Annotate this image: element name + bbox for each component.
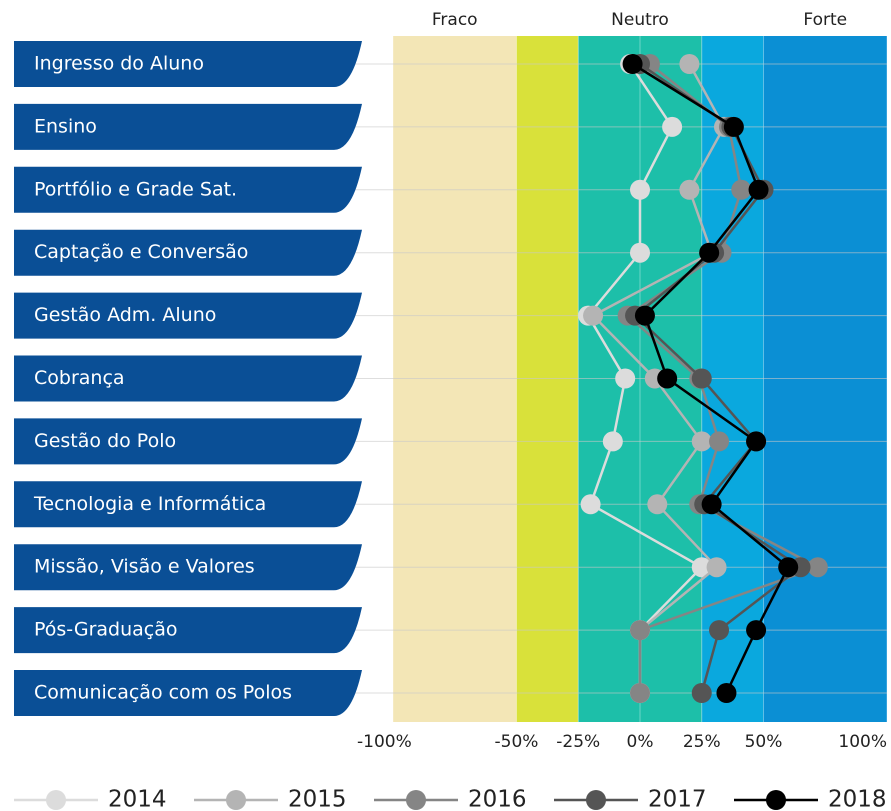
dot: [723, 116, 744, 137]
legend-dot: [46, 790, 66, 810]
category-tab: [14, 670, 362, 716]
legend-dot: [766, 790, 786, 810]
dot: [662, 116, 683, 137]
category-label: Ingresso do Aluno: [34, 53, 204, 75]
legend-label: 2014: [108, 787, 167, 811]
dot: [807, 557, 828, 578]
dot: [778, 557, 799, 578]
dot: [746, 431, 767, 452]
dot: [716, 683, 737, 703]
dot: [709, 431, 730, 452]
dot: [580, 494, 601, 515]
dot: [699, 242, 720, 263]
category-label: Cobrança: [34, 367, 125, 389]
category-tab: [14, 607, 362, 654]
x-tick-label: -25%: [556, 732, 600, 752]
category-tab: [14, 355, 362, 402]
legend-label: 2016: [468, 787, 527, 811]
x-tick-label: 25%: [683, 732, 721, 752]
category-tab: [14, 292, 362, 339]
dot: [583, 305, 604, 326]
category-label: Tecnologia e Informática: [33, 493, 266, 515]
dot: [701, 494, 722, 515]
dot: [630, 242, 650, 263]
category-label: Portfólio e Grade Sat.: [34, 178, 237, 200]
category-tab: [14, 103, 362, 150]
legend-label: 2017: [648, 787, 707, 811]
category-tab: [14, 41, 362, 87]
legend-dot: [226, 790, 246, 810]
dot: [630, 620, 650, 641]
dot: [679, 54, 700, 74]
category-label: Missão, Visão e Valores: [34, 556, 255, 578]
dot: [691, 683, 712, 703]
legend-label: 2015: [288, 787, 347, 811]
dot: [679, 179, 700, 200]
dot: [706, 557, 727, 578]
x-tick-label: 100%: [838, 732, 887, 752]
x-tick-label: 0%: [627, 732, 654, 752]
legend-label: 2018: [828, 787, 887, 811]
band-label: Forte: [803, 10, 847, 30]
dot: [602, 431, 623, 452]
category-label: Pós-Graduação: [34, 619, 178, 641]
legend-dot: [406, 790, 426, 810]
category-label: Gestão Adm. Aluno: [34, 304, 216, 326]
category-tab: [14, 166, 362, 213]
dot: [622, 54, 643, 74]
category-tab: [14, 544, 362, 591]
x-tick-label: 50%: [745, 732, 783, 752]
dot: [630, 683, 650, 703]
dot: [657, 368, 678, 389]
dot: [630, 179, 650, 200]
category-label: Ensino: [34, 115, 97, 137]
category-label: Comunicação com os Polos: [34, 682, 292, 704]
dot: [731, 179, 752, 200]
legend-dot: [586, 790, 606, 810]
band-label: Neutro: [611, 10, 669, 30]
category-tab: [14, 229, 362, 276]
category-label: Gestão do Polo: [34, 430, 176, 452]
category-label: Captação e Conversão: [34, 241, 248, 263]
dot: [691, 557, 712, 578]
dot: [647, 494, 668, 515]
dot: [691, 431, 712, 452]
x-tick-label: -100%: [357, 732, 412, 752]
dot: [691, 368, 712, 389]
x-tick-label: -50%: [495, 732, 539, 752]
dot: [748, 179, 769, 200]
category-tab: [14, 481, 362, 528]
dot: [634, 305, 655, 326]
dot: [746, 620, 767, 641]
band-label: Fraco: [432, 10, 478, 30]
dot: [709, 620, 730, 641]
category-tab: [14, 418, 362, 465]
dot: [615, 368, 636, 389]
